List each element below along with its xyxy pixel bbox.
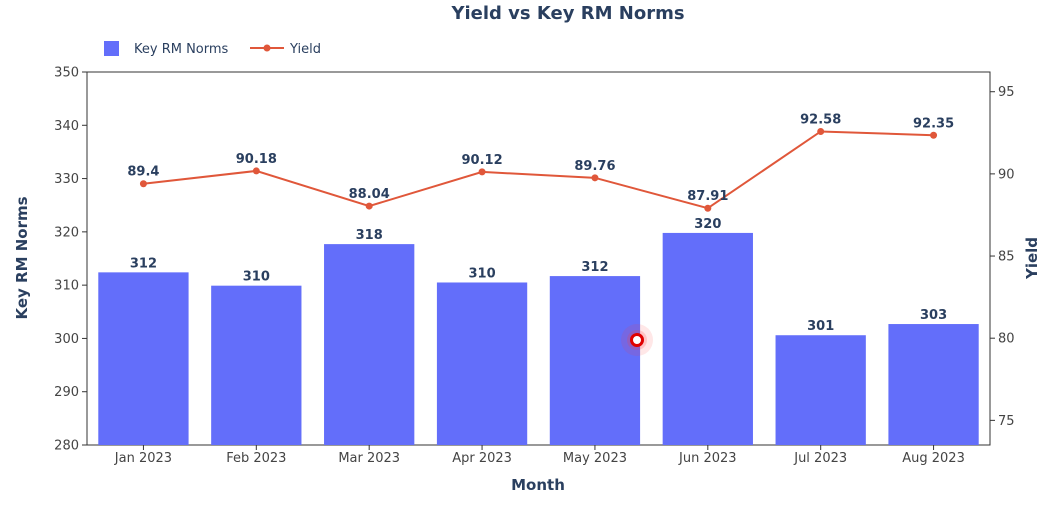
- y2-axis-ticks: 75 80 85 90 95: [990, 85, 1015, 429]
- bar-data-label: 310: [468, 266, 495, 281]
- bar-4[interactable]: [436, 282, 528, 445]
- yield-data-label: 88.04: [349, 187, 390, 202]
- bar-data-label: 312: [581, 260, 608, 275]
- yield-data-label: 90.18: [236, 152, 277, 167]
- bar-labels: 312 310 318 310 312 320 301 303: [130, 217, 947, 334]
- x-tick-label: Jun 2023: [678, 451, 737, 466]
- y-tick-label: 290: [54, 385, 79, 400]
- bar-7[interactable]: [775, 335, 866, 445]
- bar-data-label: 318: [356, 228, 383, 243]
- yield-point[interactable]: [930, 131, 938, 139]
- x-tick-label: Jan 2023: [114, 451, 172, 466]
- bar-data-label: 310: [243, 270, 270, 285]
- yield-data-label: 89.4: [127, 165, 159, 180]
- yield-line[interactable]: [143, 130, 934, 210]
- bar-8[interactable]: [888, 324, 979, 445]
- yield-point[interactable]: [817, 127, 825, 135]
- yield-data-label: 92.35: [913, 116, 954, 131]
- legend[interactable]: Key RM Norms Yield: [104, 41, 321, 57]
- bar-6[interactable]: [662, 232, 753, 445]
- yield-data-label: 92.58: [800, 112, 841, 127]
- yield-point[interactable]: [365, 202, 373, 210]
- x-tick-label: Feb 2023: [226, 451, 286, 466]
- line-labels: 89.4 90.18 88.04 90.12 89.76 87.91 92.58 92.35: [127, 112, 954, 204]
- bar-2[interactable]: [211, 285, 302, 445]
- bar-data-label: 303: [920, 308, 947, 323]
- y-axis-ticks: 280 290 300 310 320 330 340 350: [54, 66, 87, 454]
- legend-swatch-bar[interactable]: [104, 41, 119, 56]
- yield-data-label: 89.76: [574, 159, 615, 174]
- x-tick-label: Apr 2023: [452, 451, 512, 466]
- x-tick-label: Mar 2023: [338, 451, 400, 466]
- yield-point[interactable]: [704, 204, 712, 212]
- legend-label-line[interactable]: Yield: [289, 42, 321, 57]
- chart-title: Yield vs Key RM Norms: [450, 3, 684, 24]
- yield-point[interactable]: [478, 168, 486, 176]
- y-tick-label: 330: [54, 172, 79, 187]
- x-tick-label: Aug 2023: [902, 451, 965, 466]
- yield-data-label: 87.91: [687, 189, 728, 204]
- bar-series: [98, 232, 979, 445]
- y2-axis-title: Yield: [1023, 237, 1041, 280]
- line-series: [139, 127, 938, 212]
- yield-point[interactable]: [591, 174, 599, 182]
- x-tick-label: Jul 2023: [793, 451, 847, 466]
- y2-tick-label: 75: [998, 414, 1015, 429]
- bar-data-label: 320: [694, 217, 721, 232]
- y-tick-label: 280: [54, 439, 79, 454]
- yield-point[interactable]: [139, 180, 147, 188]
- bar-data-label: 312: [130, 256, 157, 271]
- legend-label-bar[interactable]: Key RM Norms: [134, 42, 229, 57]
- legend-swatch-marker: [263, 44, 271, 52]
- bar-5[interactable]: [549, 276, 641, 445]
- y-axis-title: Key RM Norms: [13, 196, 31, 319]
- bar-3[interactable]: [324, 244, 415, 445]
- yield-point[interactable]: [252, 167, 260, 175]
- y-tick-label: 340: [54, 119, 79, 134]
- y2-tick-label: 95: [998, 85, 1015, 100]
- cursor-indicator: [621, 324, 653, 356]
- y-tick-label: 320: [54, 225, 79, 240]
- y-tick-label: 350: [54, 66, 79, 81]
- y-tick-label: 310: [54, 279, 79, 294]
- y2-tick-label: 80: [998, 332, 1015, 347]
- bar-1[interactable]: [98, 272, 189, 445]
- y-tick-label: 300: [54, 332, 79, 347]
- x-tick-label: May 2023: [563, 451, 627, 466]
- bar-data-label: 301: [807, 319, 834, 334]
- y2-tick-label: 90: [998, 167, 1015, 182]
- plot-frame: [86, 71, 991, 446]
- yield-data-label: 90.12: [462, 153, 503, 168]
- x-axis-ticks: Jan 2023 Feb 2023 Mar 2023 Apr 2023 May 2023…: [114, 445, 965, 466]
- y2-tick-label: 85: [998, 250, 1015, 265]
- x-axis-title: Month: [511, 476, 565, 494]
